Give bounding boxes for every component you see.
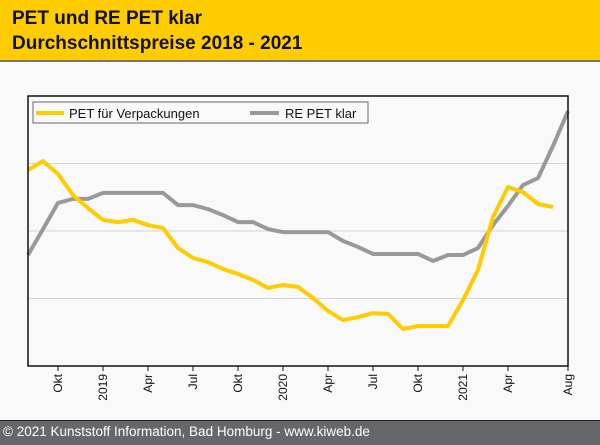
x-tick-label: Apr [501,374,515,393]
x-tick-label: Okt [51,373,65,392]
x-tick-label: Jul [366,374,380,389]
x-tick-label: Aug [561,374,575,395]
series-lines [26,110,570,332]
footer-bar: © 2021 Kunststoff Information, Bad Hombu… [0,420,600,445]
legend-box [32,101,369,124]
header-banner: PET und RE PET klar Durchschnittspreise … [0,0,600,62]
x-tick-label: 2019 [96,374,110,401]
x-tick-label: Jul [186,374,200,389]
plot-frame [27,95,569,367]
x-axis: Okt 2019 Apr Jul Okt 2020 Apr Jul Okt 2021 Apr Aug [51,366,575,401]
series-line-repet [26,110,570,263]
legend-label-pet: PET für Verpackungen [69,106,200,121]
x-tick-label: Apr [141,374,155,393]
legend: PET für Verpackungen RE PET klar [32,101,369,124]
x-tick-label: Apr [321,374,335,393]
chart-title: PET und RE PET klar [12,8,203,29]
x-tick-label: 2020 [276,374,290,401]
series-line-pet [26,159,554,332]
x-tick-label: Okt [411,373,425,392]
legend-label-repet: RE PET klar [285,106,357,121]
x-tick-label: Okt [231,373,245,392]
x-tick-label: 2021 [456,374,470,401]
chart-subtitle: Durchschnittspreise 2018 - 2021 [12,33,303,54]
copyright-text: © 2021 Kunststoff Information, Bad Hombu… [3,424,370,439]
